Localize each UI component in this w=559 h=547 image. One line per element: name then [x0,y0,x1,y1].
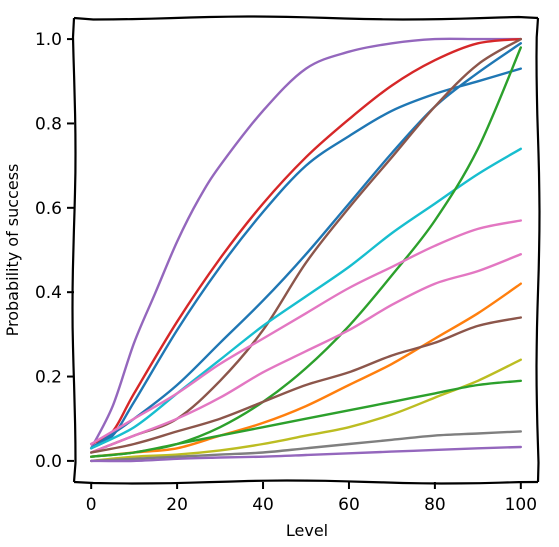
series-line-2 [90,37,522,446]
series-layer [90,37,522,463]
right-spine [535,17,541,483]
y-tick-label: 0.6 [35,199,62,219]
series-line-11 [90,316,522,454]
x-tick-label: 80 [424,495,446,515]
y-tick-label: 0.8 [35,114,62,134]
y-tick-label: 1.0 [35,30,62,50]
series-line-12 [90,358,522,463]
series-line-9 [90,253,522,454]
series-line-4 [90,42,522,450]
x-axis-label: Level [286,521,328,540]
y-axis-label: Probability of success [3,164,22,337]
series-line-8 [90,219,522,446]
x-axis-spine [73,479,539,485]
top-spine [73,15,539,21]
x-tick-label: 40 [252,495,274,515]
x-tick-label: 0 [86,495,97,515]
series-line-6 [90,147,522,450]
series-line-13 [90,379,522,458]
y-tick-label: 0.4 [35,283,62,303]
x-tick-label: 100 [505,495,537,515]
series-line-3 [90,67,522,450]
series-line-15 [90,445,522,463]
y-tick-label: 0.0 [35,452,62,472]
axes-layer: 0 20 40 60 80 100 0.0 0.2 0.4 0.6 0.8 1.0 [35,15,541,515]
series-line-10 [90,282,522,458]
series-line-1 [90,37,522,450]
y-tick-label: 0.2 [35,368,62,388]
y-axis-spine [71,17,77,483]
series-line-14 [90,430,522,463]
x-tick-label: 60 [338,495,360,515]
x-tick-label: 20 [166,495,188,515]
